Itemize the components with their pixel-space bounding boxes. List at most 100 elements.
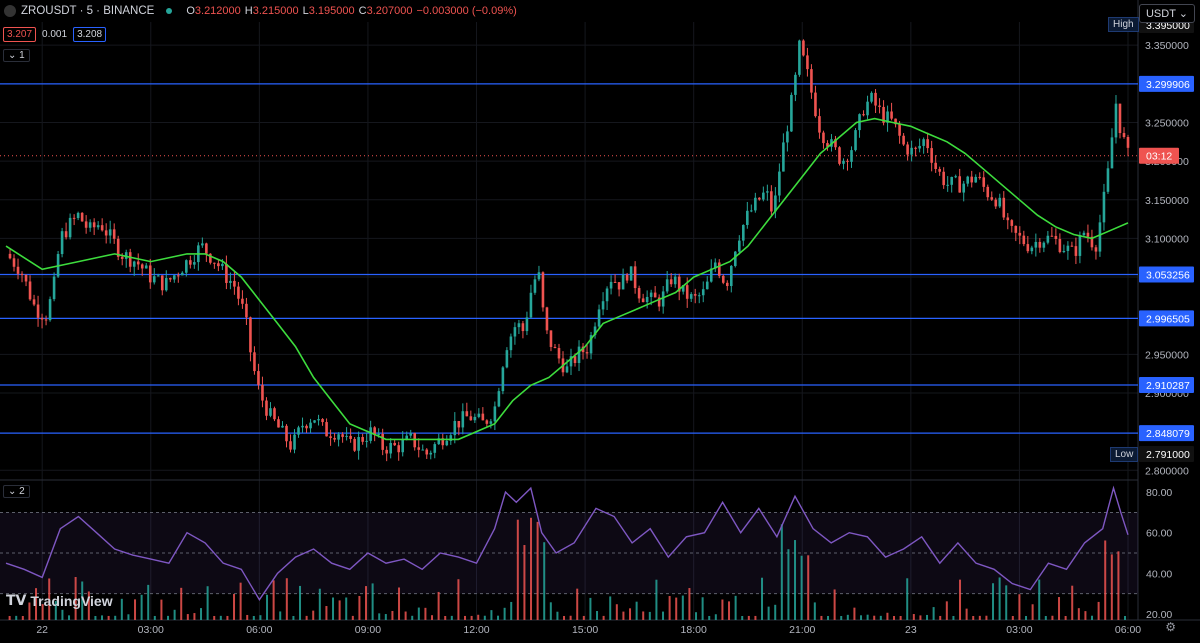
volume-bar xyxy=(398,587,401,620)
pane-1-toggle[interactable]: ⌄ 1 xyxy=(3,49,30,62)
candle-body xyxy=(168,278,172,280)
price-level-badge xyxy=(1139,425,1194,442)
volume-bar xyxy=(74,577,77,620)
candle-body xyxy=(750,210,753,212)
candle-body xyxy=(926,139,929,149)
candle-body xyxy=(136,261,140,265)
candle-body xyxy=(597,309,601,327)
candle-body xyxy=(297,427,300,435)
volume-bar xyxy=(906,578,909,620)
volume-bar xyxy=(556,611,559,620)
volume-bar xyxy=(87,591,90,620)
candle-body xyxy=(477,413,481,417)
spread-value: 0.001 xyxy=(42,29,68,40)
candle-body xyxy=(245,303,248,318)
candle-body xyxy=(577,346,581,363)
candle-body xyxy=(1034,241,1038,248)
volume-bar xyxy=(206,586,209,620)
candle-body xyxy=(729,265,733,287)
volume-bar xyxy=(1025,615,1028,620)
candle-body xyxy=(637,288,641,299)
volume-bar xyxy=(886,612,889,620)
candle-body xyxy=(942,171,945,186)
symbol-title[interactable]: ZROUSDT · 5 · BINANCE xyxy=(21,5,155,17)
candle-body xyxy=(405,435,409,440)
candle-body xyxy=(12,258,16,267)
pane-2-toggle[interactable]: ⌄ 2 xyxy=(3,485,30,498)
candle-body xyxy=(217,263,220,267)
volume-bar xyxy=(417,607,420,620)
candle-body xyxy=(629,266,633,281)
price-level-label: 2.910287 xyxy=(1146,380,1190,392)
candle-body xyxy=(493,406,497,422)
candle-body xyxy=(449,435,453,441)
volume-bar xyxy=(404,611,407,620)
candle-body xyxy=(213,262,216,264)
volume-bar xyxy=(747,615,750,620)
candle-body xyxy=(461,411,465,428)
volume-bar xyxy=(160,599,163,620)
candle-body xyxy=(96,225,100,228)
candle-body xyxy=(1102,191,1106,223)
volume-bar xyxy=(635,601,638,620)
volume-bar xyxy=(193,613,196,620)
currency-select[interactable]: USDT ⌄ xyxy=(1138,4,1195,23)
brand-logo[interactable]: 𝗧𝗩 TradingView xyxy=(6,592,113,609)
volume-bar xyxy=(840,615,843,620)
candle-body xyxy=(181,272,184,276)
rsi-tick-label: 40.00 xyxy=(1146,568,1172,580)
volume-bar xyxy=(833,589,836,620)
sell-price[interactable]: 3.207 xyxy=(3,27,37,42)
candle-body xyxy=(633,266,637,289)
price-tick-label: 2.950000 xyxy=(1145,349,1189,361)
candle-body xyxy=(970,176,974,183)
volume-bar xyxy=(741,615,744,620)
volume-bar xyxy=(503,607,506,620)
candle-body xyxy=(621,274,625,290)
candle-body xyxy=(810,69,813,93)
candle-body xyxy=(998,197,1002,207)
candle-body xyxy=(497,391,501,407)
volume-bar xyxy=(1064,615,1067,620)
volume-bar xyxy=(701,597,704,620)
candle-body xyxy=(124,252,128,259)
candle-body xyxy=(285,425,288,442)
volume-bar xyxy=(813,602,816,620)
gear-icon[interactable]: ⚙ xyxy=(1165,620,1176,634)
volume-bar xyxy=(61,609,64,620)
candle-body xyxy=(445,440,449,446)
volume-bar xyxy=(1044,616,1047,620)
pane-2-count: 2 xyxy=(19,486,25,497)
price-level-badge xyxy=(1139,310,1194,327)
candle-body xyxy=(922,139,925,146)
candle-body xyxy=(425,449,429,455)
candle-body xyxy=(846,160,849,162)
candle-body xyxy=(345,435,348,437)
candle-body xyxy=(978,176,982,178)
candle-body xyxy=(381,433,384,450)
volume-bar xyxy=(879,615,882,620)
buy-price[interactable]: 3.208 xyxy=(73,27,107,42)
candle-body xyxy=(501,367,505,392)
volume-bar xyxy=(998,577,1001,620)
volume-bar xyxy=(932,607,935,620)
candle-body xyxy=(625,274,629,281)
candle-body xyxy=(329,436,332,438)
candle-body xyxy=(529,292,533,318)
candle-body xyxy=(509,336,513,351)
volume-bar xyxy=(246,614,249,620)
candle-body xyxy=(822,132,825,144)
candle-body xyxy=(673,276,677,285)
candle-body xyxy=(409,433,413,436)
volume-bar xyxy=(734,595,737,620)
candle-body xyxy=(950,176,953,185)
candle-body xyxy=(1018,232,1022,236)
candle-body xyxy=(746,210,749,225)
volume-bar xyxy=(952,615,955,620)
volume-bar xyxy=(464,615,467,620)
candle-body xyxy=(413,433,417,448)
candle-body xyxy=(954,176,957,178)
volume-bar xyxy=(318,588,321,620)
candle-body xyxy=(898,124,901,136)
